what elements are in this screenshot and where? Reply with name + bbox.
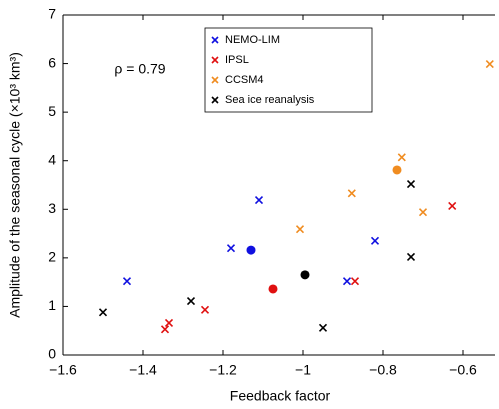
x-tick-label: −1.6 bbox=[49, 362, 77, 378]
point bbox=[318, 323, 328, 332]
y-tick-label: 7 bbox=[48, 6, 56, 22]
point bbox=[98, 308, 108, 317]
mean-point bbox=[268, 284, 278, 294]
point bbox=[186, 297, 196, 306]
legend-marker bbox=[211, 76, 219, 84]
y-tick-label: 5 bbox=[48, 103, 56, 119]
y-axis-label: Amplitude of the seasonal cycle (×10³ km… bbox=[7, 52, 23, 318]
legend-box bbox=[204, 27, 373, 113]
point bbox=[200, 305, 210, 314]
legend-label: Sea ice reanalysis bbox=[225, 94, 315, 106]
y-tick-label: 4 bbox=[48, 151, 56, 167]
mean-point bbox=[392, 165, 402, 175]
point bbox=[370, 236, 380, 245]
x-tick-label: −0.6 bbox=[449, 362, 477, 378]
point bbox=[254, 195, 264, 205]
point bbox=[418, 208, 428, 217]
y-tick-label: 1 bbox=[48, 297, 56, 313]
point bbox=[160, 325, 170, 334]
y-tick-label: 3 bbox=[48, 200, 56, 216]
legend-marker bbox=[211, 56, 219, 64]
point bbox=[406, 179, 416, 189]
y-tick-label: 0 bbox=[48, 346, 56, 362]
point bbox=[226, 244, 236, 253]
mean-point bbox=[246, 245, 256, 255]
legend-marker bbox=[211, 36, 219, 44]
point bbox=[347, 189, 356, 198]
point bbox=[122, 277, 132, 286]
legend-label: CCSM4 bbox=[225, 74, 264, 86]
y-tick-label: 2 bbox=[48, 249, 56, 265]
point bbox=[406, 252, 416, 261]
point bbox=[448, 201, 457, 210]
point bbox=[164, 318, 174, 328]
y-tick-label: 6 bbox=[48, 54, 56, 70]
point bbox=[397, 153, 406, 162]
x-tick-label: −1.2 bbox=[209, 362, 237, 378]
point bbox=[295, 225, 305, 234]
legend-label: IPSL bbox=[225, 54, 249, 66]
x-tick-label: −1.4 bbox=[129, 362, 157, 378]
legend: NEMO-LIM IPSL CCSM4 Sea ice reanalysis bbox=[204, 27, 373, 113]
legend-marker bbox=[211, 96, 219, 104]
point bbox=[342, 277, 352, 286]
x-tick-label: −1 bbox=[295, 362, 311, 378]
mean-point bbox=[300, 270, 310, 280]
annotation: ρ = 0.79 bbox=[114, 61, 165, 77]
point bbox=[350, 277, 360, 286]
legend-label: NEMO-LIM bbox=[225, 34, 280, 46]
point bbox=[485, 59, 494, 69]
x-axis-label: Feedback factor bbox=[230, 388, 331, 404]
x-tick-label: −0.8 bbox=[369, 362, 397, 378]
